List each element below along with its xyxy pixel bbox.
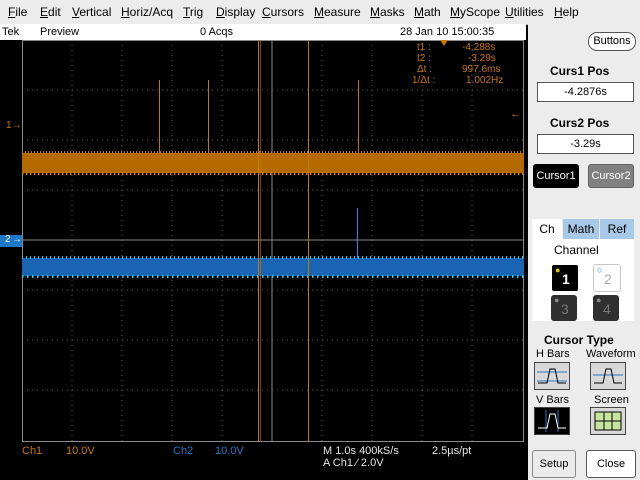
t1-label: t1 : xyxy=(417,42,431,53)
probe-icon: ● xyxy=(596,295,602,305)
acquisition-mode: Preview xyxy=(40,26,80,38)
ch1-label[interactable]: Ch1 xyxy=(22,445,43,457)
menu-help[interactable]: Help xyxy=(554,5,579,19)
screen-button[interactable] xyxy=(590,407,626,435)
setup-button[interactable]: Setup xyxy=(532,450,576,478)
buttons-toggle-button[interactable]: Buttons xyxy=(588,32,636,51)
delta-t-value: 997.6ms xyxy=(462,64,501,75)
h-bars-label: H Bars xyxy=(536,348,570,360)
cursor-type-title: Cursor Type xyxy=(544,333,614,347)
cursor2-position-title: Curs2 Pos xyxy=(550,116,610,130)
cursor-line-secondary xyxy=(260,40,261,442)
timebase-readout[interactable]: M 1.0s 400kS/s xyxy=(323,445,399,457)
ch2-label[interactable]: Ch2 xyxy=(173,445,194,457)
trigger-position-marker[interactable] xyxy=(440,40,448,46)
t1-value: -4.288s xyxy=(462,42,496,53)
h-bars-button[interactable] xyxy=(534,362,570,390)
probe-icon: ○ xyxy=(597,265,603,275)
ch2-trace xyxy=(22,258,524,276)
inverse-delta-t-label: 1/Δt : xyxy=(412,75,436,86)
cursor1-select-button[interactable]: Cursor1 xyxy=(533,164,579,188)
cursor2-line[interactable] xyxy=(308,40,309,442)
channel-4-button[interactable]: ● 4 xyxy=(593,295,619,321)
ch1-marker[interactable]: 1→ xyxy=(6,120,22,131)
channel-1-button[interactable]: ● 1 xyxy=(551,264,579,292)
menu-display[interactable]: Display xyxy=(216,5,256,19)
waveform-display[interactable]: ← t1 : -4.288s t2 : -3.29s Δt : 997.6ms … xyxy=(22,40,524,442)
ch1-trace-noise-bottom xyxy=(22,172,524,175)
menu-myscope[interactable]: MyScope xyxy=(450,5,501,19)
screen-label: Screen xyxy=(594,394,629,406)
waveform-button[interactable] xyxy=(590,362,626,390)
ch2-marker[interactable]: 2 → xyxy=(0,234,22,247)
status-bar: Tek Preview 0 Acqs 28 Jan 10 15:00:35 xyxy=(0,24,526,40)
ch1-spike xyxy=(159,80,160,154)
menu-cursors[interactable]: Cursors xyxy=(262,5,305,19)
menu-masks[interactable]: Masks xyxy=(370,5,405,19)
channel-3-button[interactable]: ● 3 xyxy=(551,295,577,321)
menu-utilities[interactable]: Utilities xyxy=(505,5,544,19)
cursor1-position-title: Curs1 Pos xyxy=(550,64,610,78)
ch2-scale[interactable]: 10.0V xyxy=(215,445,244,457)
menu-math[interactable]: Math xyxy=(414,5,441,19)
channel-tab-body: Channel ● 1 ○ 2 ● 3 ● 4 xyxy=(532,239,634,321)
inverse-delta-t-value: 1.002Hz xyxy=(466,75,504,86)
tab-ref[interactable]: Ref xyxy=(600,219,634,239)
menu-trig[interactable]: Trig xyxy=(183,5,204,19)
v-bars-button[interactable] xyxy=(534,407,570,435)
menu-edit[interactable]: Edit xyxy=(40,5,61,19)
ch1-spike xyxy=(358,80,359,154)
ch2-spike xyxy=(357,208,358,258)
waveform-cursor-icon xyxy=(593,368,623,384)
tab-ch[interactable]: Ch xyxy=(532,219,562,239)
channel-title: Channel xyxy=(554,243,599,257)
tab-math[interactable]: Math xyxy=(563,219,599,239)
menu-vertical[interactable]: Vertical xyxy=(72,5,112,19)
channel-2-button[interactable]: ○ 2 xyxy=(593,264,621,292)
trigger-level-marker[interactable]: ← xyxy=(510,108,521,120)
ch2-trace-noise-bottom xyxy=(22,275,524,278)
screen-grid-icon xyxy=(594,411,622,431)
waveform-label: Waveform xyxy=(586,348,636,360)
h-bars-icon xyxy=(537,368,567,384)
close-button[interactable]: Close xyxy=(586,450,636,478)
display-right-edge xyxy=(524,40,528,442)
brand-label: Tek xyxy=(2,26,20,38)
channel-marker-strip: 1→ 2 → xyxy=(0,40,22,442)
ch1-trace-noise xyxy=(22,151,524,154)
t2-value: -3.29s xyxy=(468,53,496,64)
cursor2-select-button[interactable]: Cursor2 xyxy=(588,164,634,188)
delta-t-label: Δt : xyxy=(417,64,433,75)
cursor2-position-field[interactable]: -3.29s xyxy=(537,134,634,154)
menu-measure[interactable]: Measure xyxy=(314,5,361,19)
date-time: 28 Jan 10 15:00:35 xyxy=(400,26,495,38)
t2-label: t2 : xyxy=(417,53,431,64)
bottom-readout-bar: Ch1 10.0V Ch2 10.0V M 1.0s 400kS/s A Ch1… xyxy=(0,442,528,480)
cursor1-line[interactable] xyxy=(258,40,259,442)
ch2-trace-noise xyxy=(22,256,524,259)
probe-icon: ● xyxy=(554,295,560,305)
cursor1-position-field[interactable]: -4.2876s xyxy=(537,82,634,102)
menu-file[interactable]: File xyxy=(8,5,28,19)
v-bars-icon xyxy=(538,410,566,432)
menu-horiz-acq[interactable]: Horiz/Acq xyxy=(121,5,174,19)
menu-bar: File Edit Vertical Horiz/Acq Trig Displa… xyxy=(0,0,640,25)
probe-icon: ● xyxy=(555,265,561,275)
ch1-spike xyxy=(208,80,209,154)
cursor-control-panel: Buttons Curs1 Pos -4.2876s Curs2 Pos -3.… xyxy=(528,24,640,480)
sample-interval: 2.5µs/pt xyxy=(432,445,472,457)
acquisition-count: 0 Acqs xyxy=(200,26,234,38)
graticule xyxy=(22,40,524,442)
trigger-readout[interactable]: A Ch1 ∕ 2.0V xyxy=(323,457,384,469)
ch1-trace xyxy=(22,153,524,173)
v-bars-label: V Bars xyxy=(536,394,570,406)
ch1-scale[interactable]: 10.0V xyxy=(66,445,95,457)
